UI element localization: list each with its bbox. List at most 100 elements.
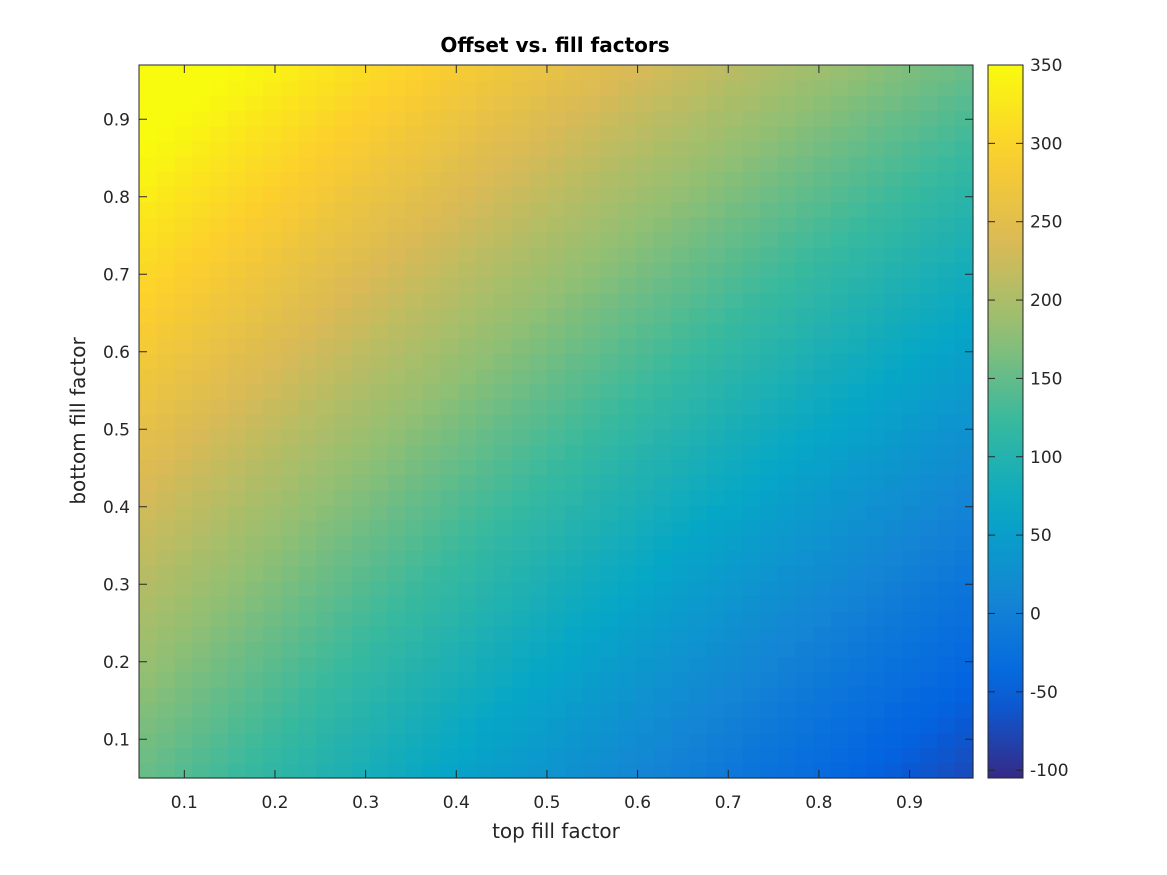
heatmap-cell bbox=[795, 717, 814, 734]
heatmap-cell bbox=[529, 762, 548, 779]
heatmap-cell bbox=[316, 398, 335, 415]
heatmap-cell bbox=[511, 307, 530, 324]
heatmap-cell bbox=[919, 474, 939, 491]
heatmap-cell bbox=[334, 686, 353, 703]
heatmap-cell bbox=[511, 474, 530, 491]
heatmap-cell bbox=[245, 292, 264, 309]
heatmap-cell bbox=[653, 686, 672, 703]
heatmap-cell bbox=[387, 702, 406, 718]
heatmap-cell bbox=[902, 322, 921, 339]
heatmap-cell bbox=[848, 717, 868, 734]
heatmap-cell bbox=[653, 201, 672, 218]
heatmap-cell bbox=[529, 429, 548, 445]
heatmap-cell bbox=[955, 125, 974, 142]
heatmap-cell bbox=[511, 732, 530, 749]
heatmap-cell bbox=[848, 686, 868, 703]
heatmap-cell bbox=[955, 65, 974, 81]
heatmap-cell bbox=[600, 216, 619, 233]
heatmap-cell bbox=[209, 520, 229, 536]
heatmap-cell bbox=[174, 520, 193, 536]
heatmap-cell bbox=[387, 322, 406, 339]
heatmap-cell bbox=[689, 201, 708, 218]
heatmap-cell bbox=[351, 459, 371, 476]
heatmap-cell bbox=[316, 262, 335, 278]
heatmap-cell bbox=[174, 413, 193, 430]
heatmap-cell bbox=[263, 459, 282, 476]
heatmap-cell bbox=[422, 762, 442, 779]
heatmap-cell bbox=[653, 444, 672, 461]
heatmap-cell bbox=[937, 656, 956, 673]
heatmap-cell bbox=[174, 231, 193, 248]
heatmap-cell bbox=[724, 95, 743, 112]
heatmap-cell bbox=[245, 171, 264, 187]
heatmap-cell bbox=[564, 611, 584, 627]
heatmap-cell bbox=[511, 702, 530, 718]
heatmap-cell bbox=[724, 307, 743, 324]
heatmap-cell bbox=[742, 262, 761, 278]
heatmap-cell bbox=[919, 732, 939, 749]
heatmap-cell bbox=[635, 535, 655, 552]
heatmap-cell bbox=[582, 353, 601, 369]
heatmap-cell bbox=[600, 444, 619, 461]
heatmap-cell bbox=[458, 489, 477, 506]
heatmap-cell bbox=[209, 231, 229, 248]
heatmap-cell bbox=[937, 398, 956, 415]
heatmap-cell bbox=[422, 686, 442, 703]
heatmap-cell bbox=[476, 504, 495, 521]
heatmap-cell bbox=[387, 580, 406, 597]
heatmap-cell bbox=[706, 444, 726, 461]
heatmap-cell bbox=[955, 338, 974, 354]
heatmap-cell bbox=[955, 140, 974, 157]
heatmap-cell bbox=[902, 671, 921, 688]
heatmap-cell bbox=[280, 383, 300, 400]
heatmap-cell bbox=[600, 429, 619, 445]
heatmap-cell bbox=[245, 186, 264, 203]
heatmap-cell bbox=[422, 156, 442, 172]
heatmap-cell bbox=[653, 474, 672, 491]
heatmap-cell bbox=[298, 65, 318, 81]
heatmap-cell bbox=[742, 489, 761, 506]
heatmap-cell bbox=[706, 626, 726, 643]
heatmap-cell bbox=[192, 95, 211, 112]
heatmap-cell bbox=[298, 504, 318, 521]
heatmap-cell bbox=[245, 398, 264, 415]
heatmap-cell bbox=[192, 292, 211, 309]
heatmap-cell bbox=[227, 368, 247, 385]
heatmap-cell bbox=[635, 80, 655, 96]
heatmap-cell bbox=[245, 429, 264, 445]
heatmap-cell bbox=[919, 171, 939, 187]
heatmap-cell bbox=[618, 489, 637, 506]
heatmap-cell bbox=[848, 762, 868, 779]
heatmap-cell bbox=[334, 353, 353, 369]
heatmap-cell bbox=[227, 520, 247, 536]
heatmap-cell bbox=[139, 444, 158, 461]
heatmap-cell bbox=[884, 550, 903, 567]
heatmap-cell bbox=[795, 535, 814, 552]
heatmap-cell bbox=[139, 322, 158, 339]
heatmap-cell bbox=[848, 611, 868, 627]
heatmap-cell bbox=[174, 459, 193, 476]
heatmap-cell bbox=[529, 550, 548, 567]
heatmap-cell bbox=[458, 368, 477, 385]
heatmap-cell bbox=[653, 125, 672, 142]
heatmap-cell bbox=[174, 292, 193, 309]
heatmap-cell bbox=[919, 747, 939, 764]
heatmap-cell bbox=[369, 747, 389, 764]
heatmap-cell bbox=[458, 247, 477, 263]
heatmap-cell bbox=[564, 368, 584, 385]
heatmap-cell bbox=[742, 444, 761, 461]
heatmap-cell bbox=[227, 95, 247, 112]
heatmap-cell bbox=[831, 686, 850, 703]
heatmap-cell bbox=[280, 216, 300, 233]
heatmap-cell bbox=[564, 717, 584, 734]
heatmap-cell bbox=[653, 65, 672, 81]
heatmap-cell bbox=[724, 140, 743, 157]
heatmap-cells bbox=[139, 65, 974, 779]
heatmap-cell bbox=[653, 626, 672, 643]
heatmap-cell bbox=[280, 565, 300, 582]
heatmap-cell bbox=[174, 125, 193, 142]
heatmap-cell bbox=[848, 338, 868, 354]
heatmap-cell bbox=[139, 95, 158, 112]
heatmap-cell bbox=[476, 383, 495, 400]
